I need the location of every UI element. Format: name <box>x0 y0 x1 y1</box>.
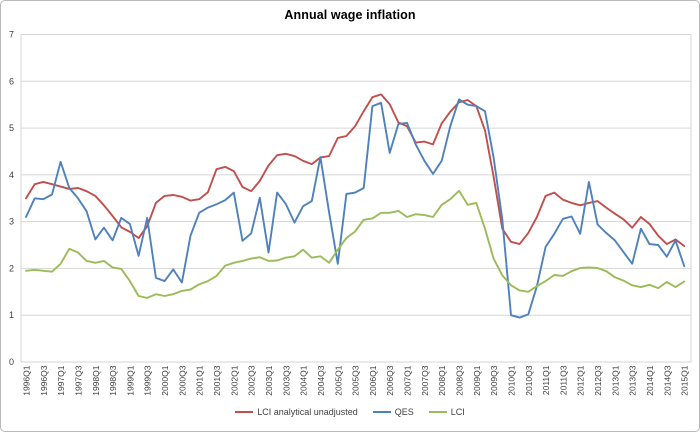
y-tick-label: 1 <box>9 310 14 320</box>
series-line-lci <box>25 189 686 299</box>
y-tick-label: 0 <box>9 357 14 367</box>
x-tick-label: 1998Q1 <box>91 365 101 396</box>
x-tick-label: 2010Q3 <box>524 365 534 396</box>
x-tick-label: 2005Q3 <box>351 365 361 396</box>
x-tick-label: 2012Q3 <box>593 365 603 396</box>
chart-title: Annual wage inflation <box>284 8 416 22</box>
x-tick-label: 1996Q1 <box>22 365 32 396</box>
x-tick-label: 1997Q3 <box>73 365 83 396</box>
y-tick-label: 4 <box>9 170 14 180</box>
x-tick-label: 1998Q3 <box>108 365 118 396</box>
x-tick-label: 2004Q3 <box>316 365 326 396</box>
y-tick-label: 7 <box>9 30 14 40</box>
y-tick-label: 2 <box>9 263 14 273</box>
x-tick-label: 2005Q1 <box>333 365 343 396</box>
x-tick-label: 2015Q1 <box>680 365 690 396</box>
legend-item-lci: LCI <box>428 407 465 417</box>
x-tick-label: 2013Q3 <box>628 365 638 396</box>
x-tick-label: 2001Q1 <box>195 365 205 396</box>
x-tick-label: 2007Q3 <box>420 365 430 396</box>
series-line-lci-analytical-unadjusted <box>25 93 686 247</box>
x-tick-label: 2012Q1 <box>576 365 586 396</box>
x-tick-label: 1996Q3 <box>39 365 49 396</box>
x-tick-label: 2014Q3 <box>662 365 672 396</box>
x-tick-label: 2014Q1 <box>645 365 655 396</box>
x-tick-label: 2004Q1 <box>299 365 309 396</box>
x-tick-label: 2007Q1 <box>403 365 413 396</box>
x-tick-label: 2002Q3 <box>247 365 257 396</box>
x-tick-label: 2010Q1 <box>506 365 516 396</box>
x-tick-label: 2008Q1 <box>437 365 447 396</box>
x-tick-label: 2006Q1 <box>368 365 378 396</box>
legend-label: QES <box>394 407 414 417</box>
chart-legend: LCI analytical unadjusted QES LCI <box>1 407 699 417</box>
x-tick-label: 2002Q1 <box>229 365 239 396</box>
y-tick-label: 6 <box>9 76 14 86</box>
x-tick-label: 2000Q1 <box>160 365 170 396</box>
legend-label: LCI analytical unadjusted <box>257 407 358 417</box>
y-tick-label: 3 <box>9 217 14 227</box>
y-tick-label: 5 <box>9 123 14 133</box>
legend-item-qes: QES <box>372 407 414 417</box>
x-tick-label: 2001Q3 <box>212 365 222 396</box>
legend-item-lci-analytical-unadjusted: LCI analytical unadjusted <box>235 407 358 417</box>
series-line-qes <box>25 98 686 319</box>
x-tick-label: 2008Q3 <box>455 365 465 396</box>
x-tick-label: 1997Q1 <box>56 365 66 396</box>
x-tick-label: 1999Q1 <box>125 365 135 396</box>
x-tick-label: 2006Q3 <box>385 365 395 396</box>
x-tick-label: 1999Q3 <box>143 365 153 396</box>
legend-line-swatch-blue <box>372 411 391 413</box>
x-tick-label: 2003Q3 <box>281 365 291 396</box>
x-tick-label: 2003Q1 <box>264 365 274 396</box>
x-tick-label: 2009Q3 <box>489 365 499 396</box>
x-tick-label: 2000Q3 <box>177 365 187 396</box>
x-tick-label: 2011Q3 <box>558 365 568 395</box>
x-tick-label: 2009Q1 <box>472 365 482 396</box>
x-tick-label: 2013Q1 <box>610 365 620 396</box>
x-tick-label: 2011Q1 <box>541 365 551 395</box>
legend-line-swatch-red <box>235 411 254 413</box>
legend-label: LCI <box>450 407 465 417</box>
legend-line-swatch-green <box>428 411 447 413</box>
